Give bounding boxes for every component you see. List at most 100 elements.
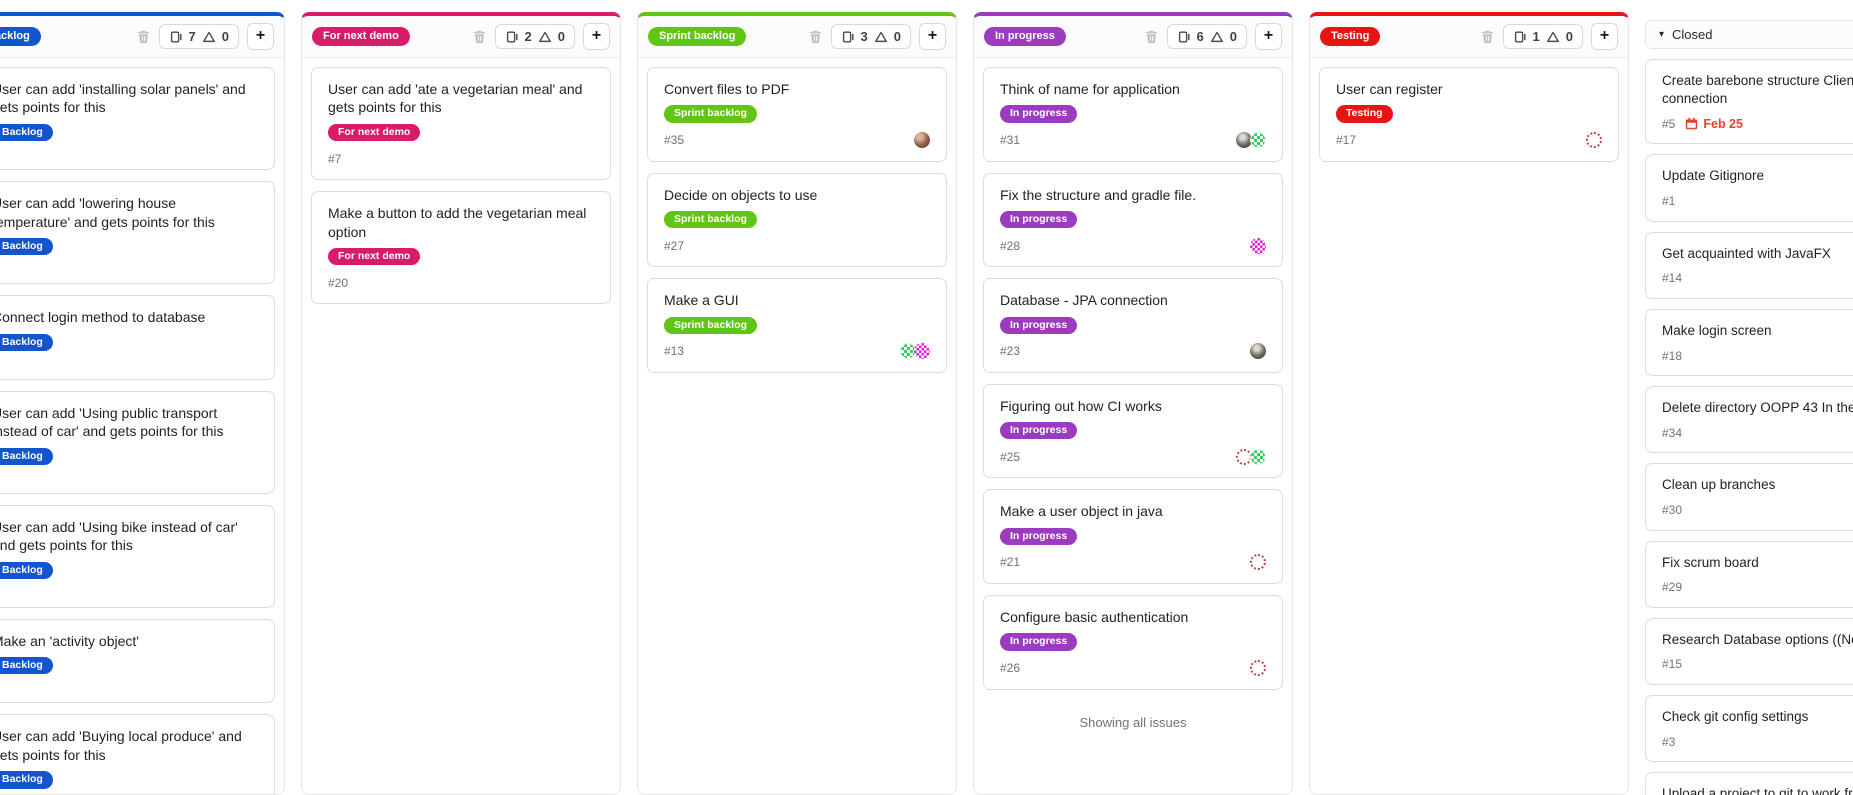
- add-card-button[interactable]: +: [247, 23, 274, 50]
- card[interactable]: Research Database options ((No)SQL?) #15: [1645, 617, 1853, 685]
- card[interactable]: Check git config settings #3: [1645, 694, 1853, 763]
- card-label-badge: Sprint backlog: [664, 105, 757, 123]
- card-title: Delete directory OOPP 43 In the beginnin…: [1662, 400, 1853, 416]
- avatar: [1250, 660, 1266, 677]
- add-card-button[interactable]: +: [1591, 23, 1618, 50]
- card-list: Convert files to PDF Sprint backlog #35 …: [638, 58, 956, 794]
- card-title: User can add 'Buying local produce' and …: [0, 728, 242, 763]
- card[interactable]: Make a GUI Sprint backlog #13: [647, 278, 947, 373]
- card[interactable]: User can add 'Using bike instead of car'…: [0, 504, 275, 608]
- issue-number: #1: [1662, 194, 1676, 209]
- card-meta: #14: [1662, 271, 1853, 286]
- card[interactable]: Delete directory OOPP 43 In the beginnin…: [1645, 386, 1853, 454]
- card[interactable]: Configure basic authentication In progre…: [983, 594, 1283, 690]
- column-label-badge: Testing: [1320, 26, 1381, 47]
- card[interactable]: Create barebone structure Client-Server …: [1645, 59, 1853, 145]
- card-title: Update Gitignore: [1662, 168, 1765, 184]
- card-label-badge: Backlog: [0, 333, 53, 351]
- assignee-avatars: [1250, 660, 1266, 677]
- card-title: Upload a project to git to work from: [1662, 786, 1853, 795]
- card-title: Create barebone structure Client-Server …: [1662, 73, 1853, 107]
- card[interactable]: User can add 'ate a vegetarian meal' and…: [311, 67, 611, 181]
- add-card-button[interactable]: +: [583, 23, 610, 50]
- column-sprint-backlog: Sprint backlog 3 0 + Convert files to PD…: [637, 12, 957, 795]
- card[interactable]: User can add 'Buying local produce' and …: [0, 714, 275, 794]
- card[interactable]: Database - JPA connection In progress #2…: [983, 278, 1283, 373]
- avatar: [914, 343, 930, 360]
- avatar: [914, 132, 930, 149]
- card[interactable]: Make an 'activity object' Backlog: [0, 618, 275, 704]
- trash-icon[interactable]: [808, 29, 823, 44]
- card[interactable]: User can register Testing #17: [1319, 67, 1619, 162]
- cards-count-icon: [1513, 30, 1527, 44]
- trash-icon[interactable]: [1480, 29, 1495, 44]
- avatar: [1250, 448, 1266, 465]
- archived-count: 0: [221, 29, 229, 44]
- card[interactable]: Fix the structure and gradle file. In pr…: [983, 172, 1283, 268]
- column-testing: Testing 1 0 + User can register Testing: [1309, 12, 1629, 795]
- avatar: [1236, 132, 1252, 149]
- card-title: User can add 'Using public transport ins…: [0, 404, 224, 440]
- due-date-text: Feb 25: [1703, 116, 1743, 131]
- issue-number: #29: [1662, 580, 1683, 595]
- issue-number: #20: [328, 275, 349, 290]
- card-list: User can add 'ate a vegetarian meal' and…: [302, 58, 620, 794]
- column-closed: ▾ Closed Create barebone structure Clien…: [1645, 12, 1853, 795]
- card[interactable]: Upload a project to git to work from #4 …: [1645, 772, 1853, 795]
- card[interactable]: Clean up branches #30: [1645, 463, 1853, 531]
- cards-count: 6: [1196, 29, 1204, 44]
- card[interactable]: Fix scrum board #29: [1645, 540, 1853, 608]
- issue-number: #21: [1000, 555, 1021, 570]
- card[interactable]: User can add 'lowering house temperature…: [0, 181, 275, 285]
- card-list: User can add 'installing solar panels' a…: [0, 58, 284, 794]
- card-meta: #29: [1662, 580, 1853, 595]
- trash-icon[interactable]: [472, 29, 487, 44]
- card-label-badge: Backlog: [0, 238, 53, 256]
- add-card-button[interactable]: +: [919, 23, 946, 50]
- card[interactable]: Make a user object in java In progress #…: [983, 489, 1283, 584]
- card[interactable]: User can add 'installing solar panels' a…: [0, 67, 275, 171]
- card-label-badge: In progress: [1000, 422, 1078, 440]
- card-meta: #28: [1000, 237, 1266, 254]
- collapse-caret-icon: ▾: [1659, 28, 1665, 40]
- card-meta: #34: [1662, 425, 1853, 440]
- assignee-avatars: [900, 343, 930, 360]
- card[interactable]: Decide on objects to use Sprint backlog …: [647, 172, 947, 268]
- card-label-badge: For next demo: [328, 123, 421, 142]
- column-header: For next demo 2 0 +: [302, 16, 620, 58]
- card-label-badge: Backlog: [0, 771, 53, 789]
- card[interactable]: Make login screen #18: [1645, 308, 1853, 377]
- card-title: Make a GUI: [664, 292, 739, 309]
- card[interactable]: Connect login method to database Backlog: [0, 295, 275, 380]
- trash-icon[interactable]: [136, 29, 151, 44]
- card-meta: #23: [1000, 343, 1266, 360]
- issue-number: #23: [1000, 344, 1021, 359]
- card[interactable]: Update Gitignore #1: [1645, 154, 1853, 222]
- card[interactable]: User can add 'Using public transport ins…: [0, 390, 275, 494]
- issue-number: #17: [1336, 133, 1357, 148]
- card[interactable]: Convert files to PDF Sprint backlog #35: [647, 67, 947, 162]
- closed-column-header[interactable]: ▾ Closed: [1645, 20, 1853, 49]
- card-label-badge: Testing: [1336, 105, 1393, 123]
- assignee-avatars: [1250, 343, 1266, 360]
- card-title: Research Database options ((No)SQL?): [1662, 631, 1853, 647]
- card-counters: 1 0: [1502, 24, 1583, 49]
- card-meta: #31: [1000, 132, 1266, 149]
- card[interactable]: Get acquainted with JavaFX #14: [1645, 231, 1853, 299]
- card-label-badge: Sprint backlog: [664, 316, 757, 334]
- card[interactable]: Make a button to add the vegetarian meal…: [311, 191, 611, 305]
- card-title: Connect login method to database: [0, 309, 206, 326]
- issue-number: #7: [328, 151, 342, 166]
- card[interactable]: Think of name for application In progres…: [983, 67, 1283, 162]
- card-list: User can register Testing #17: [1310, 58, 1628, 794]
- column-header: Testing 1 0 +: [1310, 16, 1628, 58]
- issue-number: #18: [1662, 348, 1683, 363]
- card[interactable]: Figuring out how CI works In progress #2…: [983, 383, 1283, 479]
- card-meta: #20: [328, 274, 594, 291]
- add-card-button[interactable]: +: [1255, 23, 1282, 50]
- card-title: Convert files to PDF: [664, 81, 790, 97]
- trash-icon[interactable]: [1144, 29, 1159, 44]
- card-title: Make an 'activity object': [0, 632, 139, 649]
- issue-number: #13: [664, 344, 685, 359]
